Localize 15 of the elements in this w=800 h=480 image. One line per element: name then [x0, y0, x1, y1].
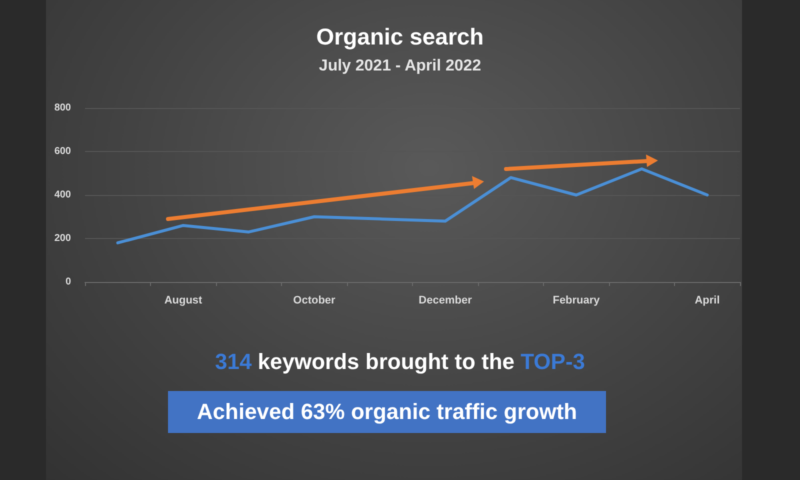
x-tick-label: December: [418, 294, 473, 306]
x-tick-label: October: [293, 294, 336, 306]
y-tick-label: 600: [54, 146, 72, 157]
x-tick-label: February: [552, 294, 601, 306]
x-tick-label: August: [164, 294, 203, 306]
y-tick-label: 400: [54, 190, 72, 200]
y-tick-label: 200: [54, 233, 72, 244]
text: Achieved 63% organic traffic growth: [168, 391, 606, 433]
text: 314 keywords brought to the TOP-3: [214, 349, 586, 374]
y-tick-label: 800: [54, 102, 72, 114]
line-series: [116, 167, 709, 244]
chart-subtitle: July 2021 - April 2022: [318, 58, 482, 74]
chart-title: Organic search: [316, 24, 484, 50]
x-tick-label: April: [694, 294, 720, 306]
y-tick-label: 0: [65, 276, 72, 288]
